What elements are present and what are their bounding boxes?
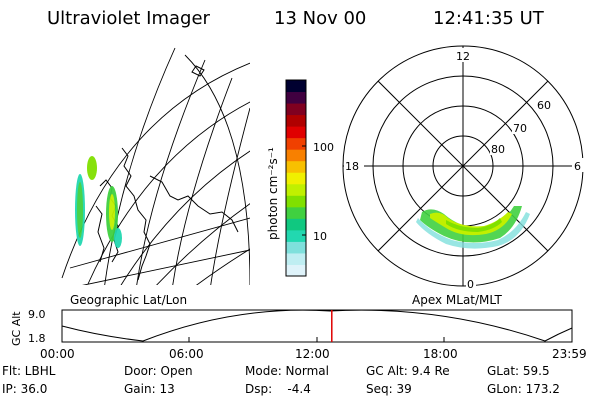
colorbar-cell: [286, 80, 306, 93]
mlat-label-60: 60: [537, 99, 551, 112]
colorbar-cell: [286, 149, 306, 162]
colorbar-cell: [286, 91, 306, 104]
colorbar-cell: [286, 160, 306, 173]
geo-aurora: [75, 156, 122, 248]
colorbar-cell: [286, 206, 306, 219]
colorbar-cell: [286, 195, 306, 208]
colorbar-cell: [286, 103, 306, 116]
colorbar-cell: [286, 252, 306, 265]
mlt-label-6: 6: [574, 160, 581, 173]
timeline-xtick-1: 06:00: [169, 347, 204, 361]
timeline-ylabel: GC Alt: [10, 311, 23, 346]
timeline-ytick-bottom: 1.8: [28, 332, 46, 345]
filter-info: Flt: LBHL: [2, 364, 56, 378]
colorbar-cell: [286, 218, 306, 231]
mlt-label-0: 0: [467, 278, 474, 291]
colorbar-tick-label-100: 100: [313, 141, 334, 154]
polar-plot: [342, 45, 584, 287]
colorbar-cell: [286, 229, 306, 242]
colorbar-tick-label-10: 10: [313, 230, 327, 243]
colorbar-cell: [286, 241, 306, 254]
colorbar: 100 10 photon cm⁻²s⁻¹: [266, 79, 334, 277]
mlat-label-80: 80: [491, 143, 505, 156]
colorbar-unit-label: photon cm⁻²s⁻¹: [266, 147, 280, 240]
timeline-ytick-top: 9.0: [28, 308, 46, 321]
mlat-label-70: 70: [513, 122, 527, 135]
geographic-panel-label: Geographic Lat/Lon: [70, 293, 187, 307]
colorbar-cell: [286, 114, 306, 127]
glat-info: GLat: 59.5: [487, 364, 550, 378]
orbit-timeline: [61, 309, 573, 343]
polar-panel-label: Apex MLat/MLT: [412, 293, 502, 307]
polar-aurora: [416, 206, 530, 249]
time-label: 12:41:35 UT: [433, 8, 545, 29]
date-label: 13 Nov 00: [274, 8, 366, 29]
colorbar-cell: [286, 264, 306, 277]
door-info: Door: Open: [124, 364, 193, 378]
mlt-label-12: 12: [456, 50, 470, 63]
gc-alt-info: GC Alt: 9.4 Re: [366, 364, 450, 378]
colorbar-cell: [286, 172, 306, 185]
gain-info: Gain: 13: [124, 382, 175, 396]
seq-info: Seq: 39: [366, 382, 412, 396]
glon-info: GLon: 173.2: [487, 382, 560, 396]
colorbar-cell: [286, 137, 306, 150]
timeline-xtick-3: 18:00: [423, 347, 458, 361]
ip-info: IP: 36.0: [2, 382, 47, 396]
colorbar-cell: [286, 126, 306, 139]
mlt-label-18: 18: [345, 160, 359, 173]
mode-info: Mode: Normal: [245, 364, 329, 378]
instrument-title: Ultraviolet Imager: [47, 8, 211, 29]
geographic-map: [61, 47, 250, 285]
timeline-xtick-0: 00:00: [40, 347, 75, 361]
timeline-xtick-4: 23:59: [552, 347, 587, 361]
dsp-info: Dsp: -4.4: [245, 382, 311, 396]
timeline-xtick-2: 12:00: [295, 347, 330, 361]
colorbar-cell: [286, 183, 306, 196]
